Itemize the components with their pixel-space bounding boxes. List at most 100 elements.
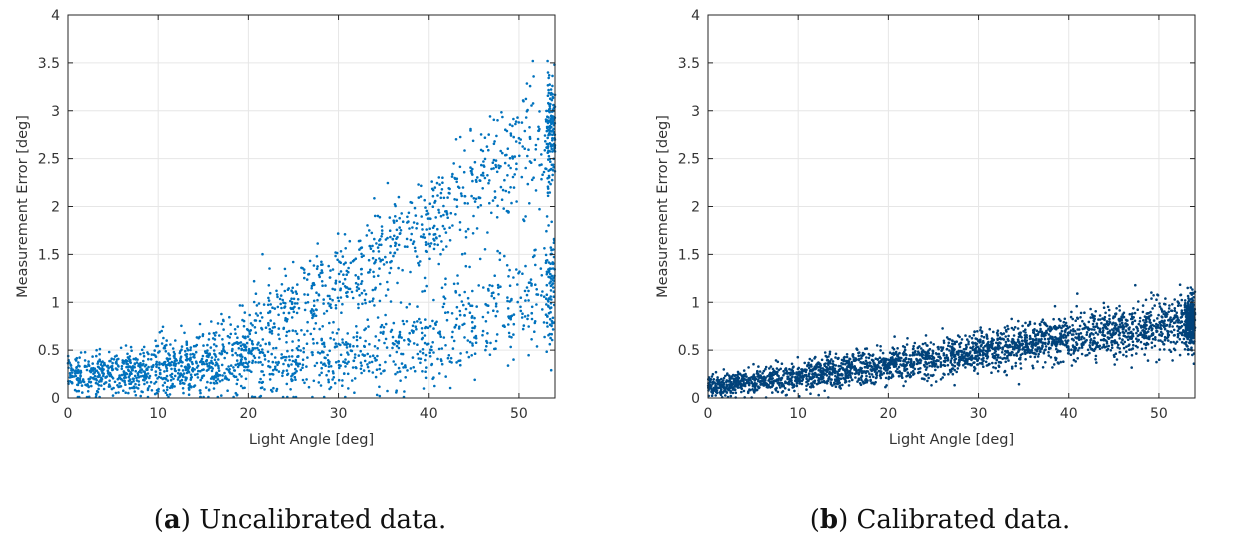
data-point (551, 267, 555, 270)
data-point (997, 353, 1000, 357)
data-point (444, 311, 447, 315)
data-point (986, 363, 990, 367)
data-point (524, 264, 527, 268)
data-point (790, 372, 793, 375)
data-point (366, 224, 369, 227)
data-point (945, 353, 948, 357)
data-point (471, 342, 474, 345)
data-point (1059, 342, 1062, 346)
data-point (363, 359, 367, 363)
data-point (1076, 357, 1079, 360)
data-point (168, 357, 172, 361)
data-point (269, 388, 273, 392)
data-point (507, 164, 511, 167)
data-point (912, 344, 915, 348)
data-point (523, 129, 527, 133)
data-point (327, 264, 331, 268)
data-point (148, 374, 152, 378)
data-point (507, 315, 510, 318)
data-point (538, 127, 541, 131)
x-tick-label: 30 (330, 406, 348, 422)
data-point (860, 378, 863, 382)
data-point (1123, 340, 1127, 344)
data-point (182, 391, 185, 395)
data-point (1136, 339, 1140, 343)
data-point (339, 287, 343, 291)
data-point (499, 185, 503, 189)
data-point (425, 250, 429, 253)
data-point (1156, 293, 1159, 297)
data-point (508, 335, 511, 338)
data-point (107, 373, 111, 376)
data-point (1166, 329, 1169, 333)
data-point (778, 383, 781, 387)
data-point (132, 385, 136, 389)
data-point (268, 330, 272, 334)
data-point (826, 358, 830, 362)
data-point (866, 366, 869, 370)
data-point (87, 385, 90, 389)
data-point (437, 347, 441, 351)
data-point (146, 387, 150, 390)
data-point (1067, 347, 1070, 351)
data-point (1140, 333, 1143, 336)
caption-text: Uncalibrated data. (199, 505, 447, 535)
data-point (474, 197, 478, 201)
data-point (551, 139, 554, 142)
data-point (210, 359, 213, 363)
data-point (310, 308, 314, 311)
data-point (454, 213, 457, 216)
data-point (173, 354, 176, 358)
data-point (1001, 346, 1005, 349)
data-point (380, 232, 384, 236)
data-point (294, 290, 298, 293)
data-point (536, 137, 540, 141)
data-point (950, 363, 954, 366)
data-point (533, 158, 537, 162)
data-point (140, 348, 144, 352)
data-point (810, 377, 813, 381)
data-point (1138, 316, 1142, 320)
data-point (478, 257, 482, 261)
data-point (836, 372, 839, 375)
data-point (118, 374, 121, 377)
data-point (109, 365, 112, 369)
data-point (800, 368, 803, 371)
data-point (86, 390, 90, 393)
data-point (103, 363, 107, 367)
data-point (904, 380, 907, 383)
data-point (94, 381, 98, 385)
data-point (355, 331, 359, 335)
data-point (205, 362, 209, 366)
data-point (976, 354, 979, 357)
data-point (306, 301, 310, 304)
data-point (823, 364, 826, 368)
data-point (168, 364, 172, 367)
data-point (527, 289, 530, 293)
data-point (120, 377, 123, 381)
data-point (280, 353, 284, 356)
data-point (340, 311, 343, 315)
data-point (859, 369, 862, 372)
data-point (458, 309, 462, 313)
data-point (240, 375, 243, 378)
data-point (546, 59, 549, 63)
data-point (999, 332, 1003, 335)
data-point (468, 265, 471, 269)
data-point (391, 346, 394, 350)
data-point (787, 380, 791, 384)
data-point (341, 341, 345, 344)
data-point (490, 294, 494, 298)
caption-a: (a) Uncalibrated data. (153, 505, 447, 535)
data-point (1014, 364, 1017, 368)
data-point (367, 325, 370, 328)
data-point (377, 250, 381, 253)
data-point (144, 373, 148, 377)
data-point (411, 324, 415, 328)
data-point (820, 358, 824, 362)
data-point (498, 258, 502, 262)
data-point (209, 346, 213, 349)
data-point (804, 370, 808, 374)
data-point (432, 237, 435, 241)
data-point (982, 335, 986, 339)
